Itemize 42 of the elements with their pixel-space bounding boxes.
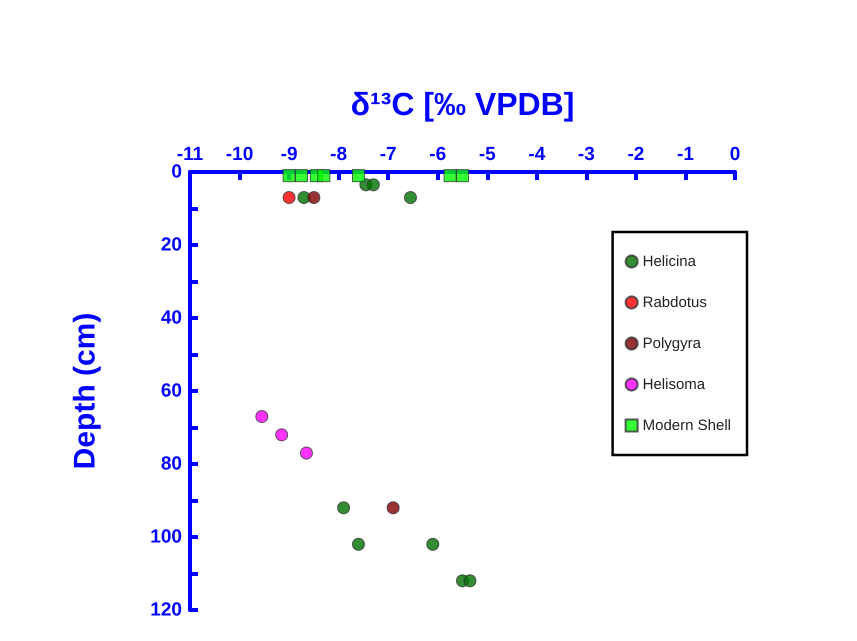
point bbox=[282, 191, 296, 204]
legend-label: Helisoma bbox=[642, 376, 706, 393]
point bbox=[366, 178, 380, 192]
point bbox=[337, 501, 350, 514]
point bbox=[352, 538, 365, 551]
x-tick-label: -1 bbox=[677, 144, 694, 165]
y-tick-label: 40 bbox=[160, 308, 182, 328]
point bbox=[317, 169, 330, 182]
point bbox=[352, 169, 365, 182]
point bbox=[386, 501, 400, 514]
legend-label: Modern Shell bbox=[642, 417, 732, 434]
x-tick-label: 0 bbox=[730, 144, 740, 165]
point bbox=[300, 446, 313, 460]
x-tick-label: -8 bbox=[330, 144, 348, 165]
x-tick-label: -5 bbox=[478, 144, 496, 165]
point bbox=[294, 169, 308, 182]
x-tick-label: -9 bbox=[280, 144, 298, 165]
x-tick-label: -4 bbox=[528, 144, 546, 165]
y-tick-label: 60 bbox=[160, 380, 182, 402]
x-tick-label: -10 bbox=[226, 144, 254, 165]
y-tick-label: 20 bbox=[160, 234, 182, 256]
x-tick-label: -6 bbox=[429, 144, 446, 165]
legend-label: Polygyra bbox=[642, 335, 702, 352]
point bbox=[255, 410, 268, 424]
y-axis-title: Depth (cm) bbox=[68, 312, 102, 470]
legend-label: Rabdotus bbox=[642, 294, 707, 311]
y-tick-label: 80 bbox=[160, 454, 182, 474]
point bbox=[456, 169, 469, 182]
point bbox=[307, 191, 320, 204]
point bbox=[463, 574, 476, 588]
x-tick-label: -7 bbox=[380, 144, 397, 165]
point bbox=[275, 428, 288, 442]
point bbox=[426, 538, 440, 551]
x-tick-label: -2 bbox=[627, 144, 644, 165]
point bbox=[444, 169, 457, 182]
y-tick-label: 120 bbox=[150, 600, 182, 620]
x-tick-label: -3 bbox=[578, 144, 595, 165]
point bbox=[404, 191, 417, 204]
y-tick-label: 100 bbox=[150, 526, 182, 548]
point bbox=[282, 169, 296, 182]
legend-label: Helicina bbox=[642, 253, 697, 270]
x-axis-title: δ¹³C [‰ VPDB] bbox=[350, 86, 574, 122]
